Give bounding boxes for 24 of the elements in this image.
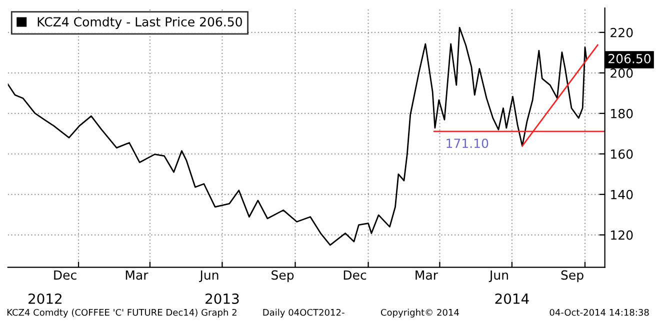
x-tick-label: Sep [561,270,584,282]
y-tick-label: 200 [610,68,633,78]
text: Copyright© 2014 [380,308,459,318]
legend-label: KCZ4 Comdty - Last Price 206.50 [38,16,242,29]
y-tick-label: 160 [611,149,633,159]
text: Daily 04OCT2012- [263,308,344,318]
annotation: 171.10 [446,138,488,148]
y-tick-label: 120 [611,230,633,240]
y-tick-label: 220 [610,28,633,38]
x2-tick-label: 2013 [206,293,239,304]
x-tick-label: Dec [54,270,76,280]
annotation: 206.50 [608,54,651,64]
x-tick-label: Mar [126,270,148,280]
text: 04-Oct-2014 14:18:38 [550,308,649,316]
text: KCZ4 Comdty (COFFEE 'C' FUTURE Dec14) Graph 2 [7,308,236,318]
y-tick-label: 140 [611,190,633,200]
y-tick-label: 180 [611,108,633,118]
x-tick-label: Dec [344,270,366,280]
x-tick-label: Sep [272,270,294,282]
x-tick-label: Jun [199,270,218,282]
x-tick-label: Jun [488,270,508,282]
x2-tick-label: 2014 [495,293,529,304]
x2-tick-label: 2012 [28,293,62,304]
x-tick-label: Mar [416,270,438,280]
